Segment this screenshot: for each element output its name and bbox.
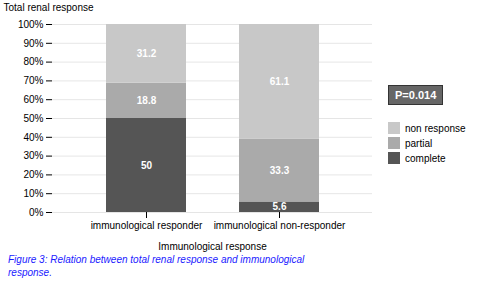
svg-text:0%: 0% <box>29 207 44 218</box>
svg-text:60%: 60% <box>23 94 43 105</box>
svg-text:Immunological response: Immunological response <box>158 241 267 252</box>
html-text:P=0.014: P=0.014 <box>395 89 437 101</box>
svg-text:31.2: 31.2 <box>137 48 157 59</box>
svg-text:immunological responder: immunological responder <box>91 220 203 231</box>
html-text:partial: partial <box>405 137 433 149</box>
svg-text:90%: 90% <box>23 38 43 49</box>
svg-text:30%: 30% <box>23 150 43 161</box>
svg-text:50%: 50% <box>23 113 43 124</box>
svg-text:80%: 80% <box>23 56 43 67</box>
svg-text:5.6: 5.6 <box>273 201 287 212</box>
svg-text:40%: 40% <box>23 132 43 143</box>
svg-text:18.8: 18.8 <box>137 95 157 106</box>
html-text:Figure 3: Relation between tot: Figure 3: Relation between total renal r… <box>8 254 305 278</box>
svg-text:100%: 100% <box>18 19 44 30</box>
svg-text:70%: 70% <box>23 75 43 86</box>
html-text:non response: non response <box>405 122 466 134</box>
html-text:complete: complete <box>405 152 446 164</box>
svg-text:20%: 20% <box>23 169 43 180</box>
svg-text:61.1: 61.1 <box>270 76 290 87</box>
svg-text:Total renal response: Total renal response <box>4 2 94 13</box>
svg-text:50: 50 <box>141 160 153 171</box>
svg-text:10%: 10% <box>23 188 43 199</box>
svg-text:immunological non-responder: immunological non-responder <box>214 220 346 231</box>
svg-text:33.3: 33.3 <box>270 165 290 176</box>
